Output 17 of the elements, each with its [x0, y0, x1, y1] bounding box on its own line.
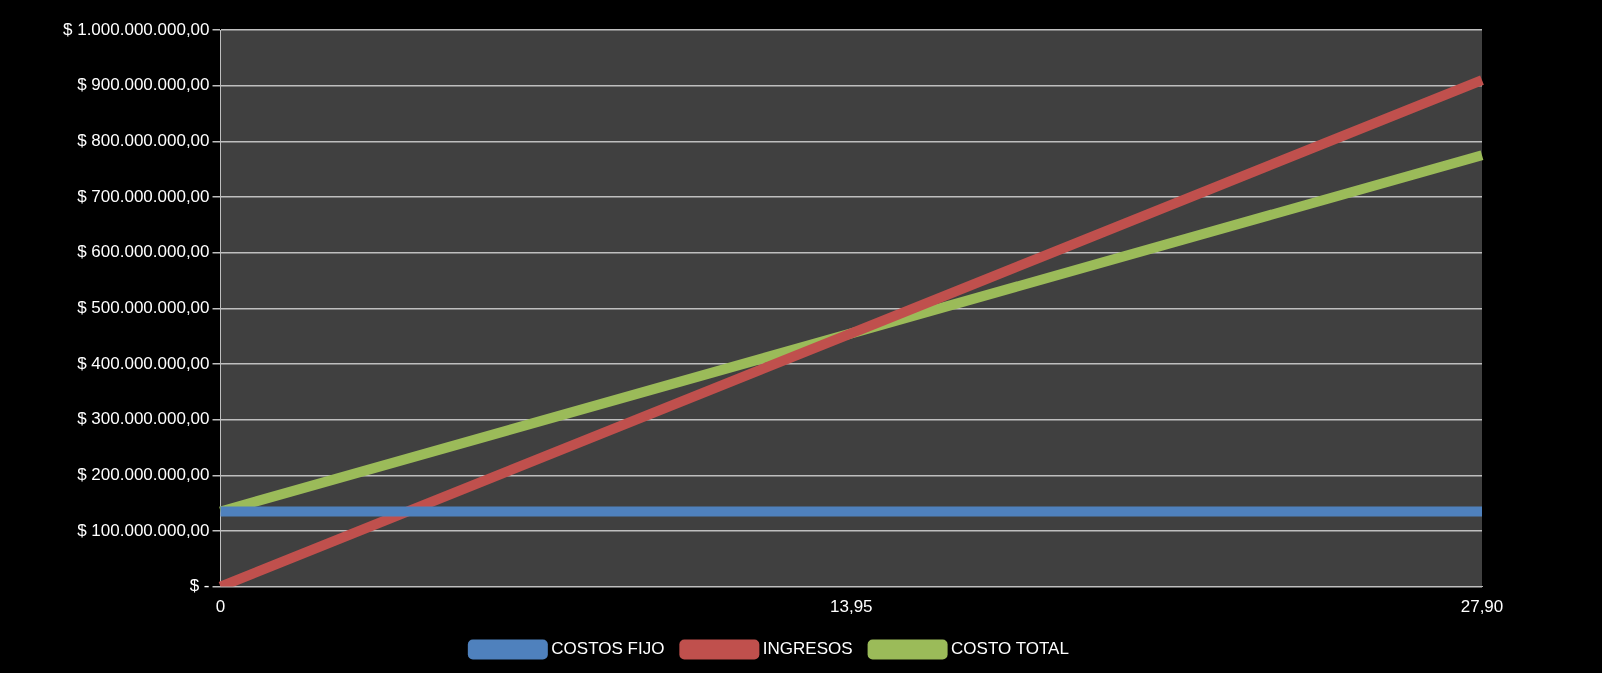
y-tick-label: $ 400.000.000,00 [77, 353, 210, 373]
legend-label: COSTOS FIJO [551, 639, 665, 659]
y-tick-label: $ 1.000.000.000,00 [62, 19, 210, 39]
x-tick-label: 13,95 [829, 597, 873, 617]
y-tick-label: $ - [189, 576, 210, 596]
x-tick-label: 0 [215, 597, 226, 617]
legend-label: COSTO TOTAL [951, 639, 1069, 659]
y-tick-label: $ 100.000.000,00 [77, 520, 210, 540]
y-tick-label: $ 800.000.000,00 [77, 131, 210, 151]
y-tick-label: $ 500.000.000,00 [77, 297, 210, 317]
y-tick-label: $ 300.000.000,00 [77, 409, 210, 429]
y-tick-label: $ 200.000.000,00 [77, 464, 210, 484]
y-tick-label: $ 900.000.000,00 [77, 75, 210, 95]
x-tick-label: 27,90 [1460, 597, 1504, 617]
legend-label: INGRESOS [762, 639, 853, 659]
y-tick-label: $ 700.000.000,00 [77, 186, 210, 206]
y-tick-label: $ 600.000.000,00 [77, 242, 210, 262]
